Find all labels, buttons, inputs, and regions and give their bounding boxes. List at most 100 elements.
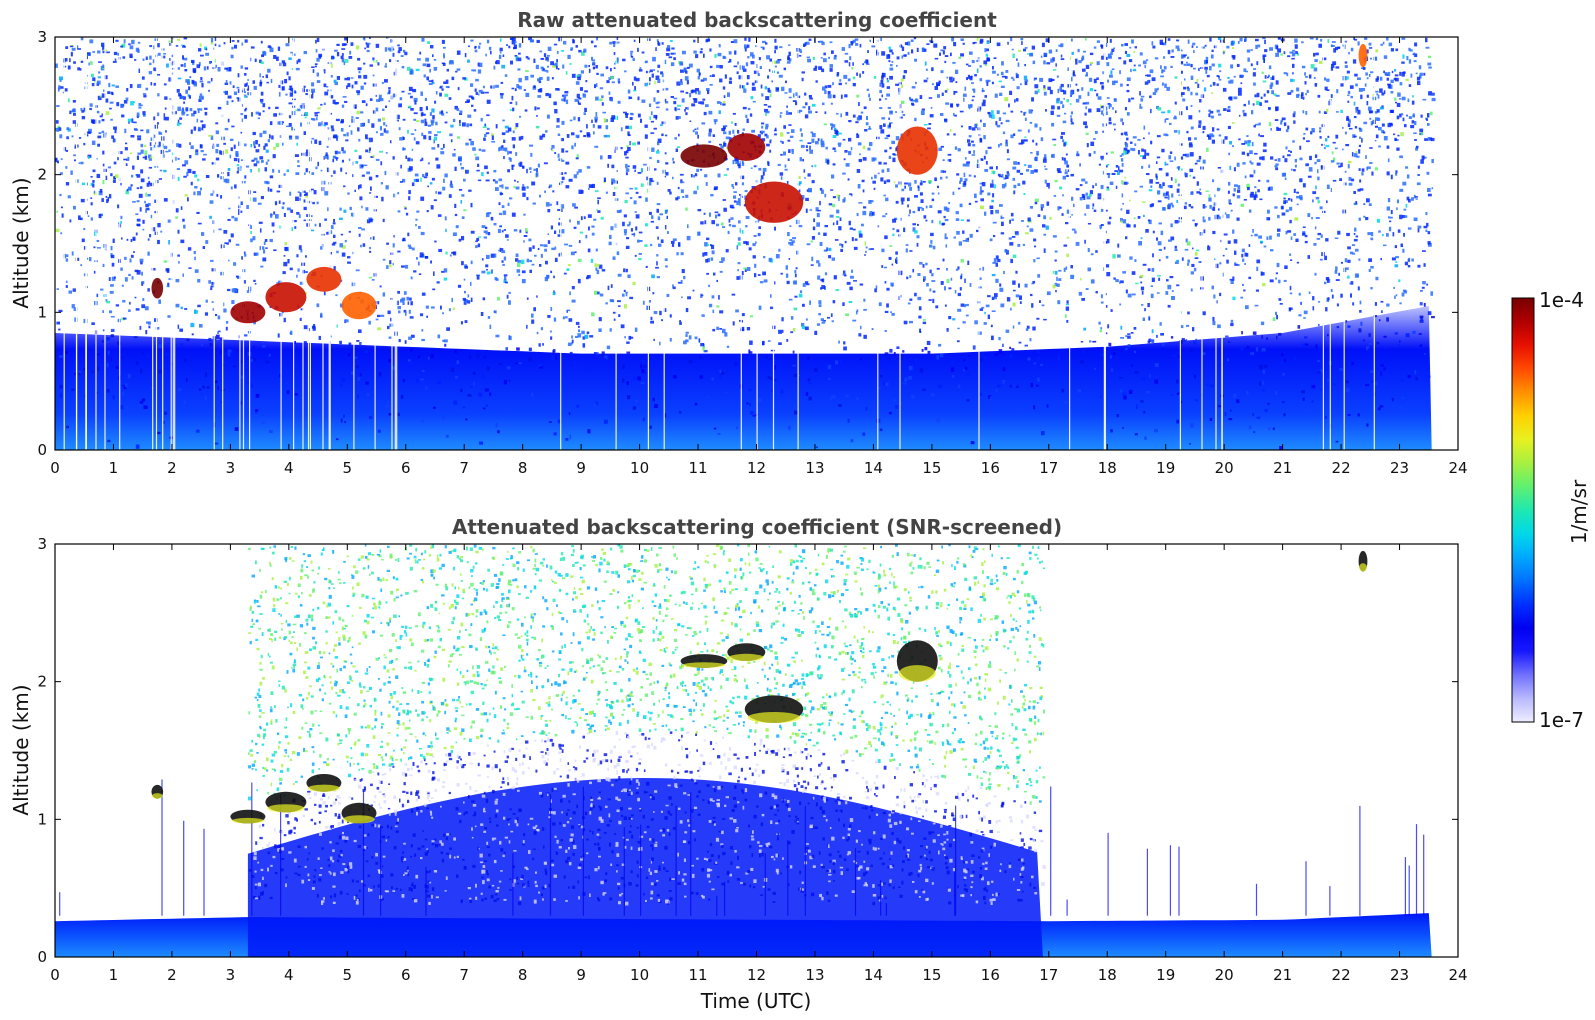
noise-pixel	[518, 77, 522, 83]
noise-pixel	[1122, 427, 1124, 429]
noise-pixel	[55, 120, 59, 124]
noise-pixel	[157, 52, 161, 56]
noise-pixel	[1416, 182, 1421, 186]
noise-pixel	[1229, 96, 1233, 101]
noise-pixel	[1261, 156, 1265, 161]
noise-pixel	[1415, 147, 1419, 151]
noise-pixel	[655, 226, 659, 229]
noise-pixel	[811, 133, 816, 138]
noise-pixel	[110, 316, 115, 318]
noise-pixel	[175, 279, 180, 283]
noise-pixel	[416, 257, 418, 260]
noise-pixel	[199, 80, 204, 83]
noise-pixel	[697, 185, 699, 190]
noise-pixel	[493, 65, 496, 70]
noise-pixel	[1383, 136, 1388, 141]
noise-pixel	[307, 200, 312, 204]
noise-pixel	[256, 160, 260, 164]
noise-pixel	[271, 135, 274, 140]
noise-pixel	[90, 119, 95, 124]
noise-pixel	[979, 65, 982, 68]
noise-pixel	[228, 67, 232, 72]
noise-pixel	[520, 259, 525, 265]
noise-pixel	[940, 176, 943, 180]
noise-pixel	[651, 274, 655, 279]
noise-pixel	[1066, 320, 1069, 323]
noise-pixel	[265, 161, 268, 165]
noise-pixel	[1230, 319, 1234, 323]
noise-pixel	[463, 178, 466, 182]
noise-pixel	[808, 382, 812, 385]
noise-pixel	[1326, 89, 1330, 91]
noise-pixel	[725, 125, 728, 128]
noise-pixel	[944, 304, 947, 307]
noise-pixel	[180, 239, 185, 244]
noise-pixel	[1096, 93, 1099, 97]
noise-pixel	[583, 216, 586, 220]
noise-pixel	[1387, 158, 1390, 163]
noise-pixel	[553, 43, 558, 46]
noise-pixel	[295, 109, 298, 112]
noise-pixel	[1331, 45, 1335, 47]
noise-pixel	[1368, 342, 1373, 345]
noise-pixel	[360, 85, 364, 90]
noise-pixel	[767, 87, 770, 93]
noise-pixel	[909, 275, 912, 278]
noise-pixel	[1140, 400, 1144, 403]
noise-pixel	[881, 83, 885, 88]
noise-pixel	[1093, 46, 1097, 49]
noise-pixel	[203, 66, 207, 71]
noise-pixel	[889, 245, 893, 247]
noise-pixel	[793, 307, 797, 311]
noise-pixel	[856, 169, 861, 173]
noise-pixel	[441, 88, 444, 91]
noise-pixel	[1243, 103, 1246, 107]
noise-pixel	[1285, 209, 1289, 213]
noise-pixel	[311, 82, 315, 87]
noise-pixel	[335, 157, 339, 159]
noise-pixel	[1325, 138, 1328, 142]
noise-pixel	[418, 261, 420, 266]
noise-pixel	[1236, 63, 1240, 67]
noise-pixel	[1139, 103, 1142, 107]
noise-pixel	[575, 335, 579, 338]
noise-pixel	[788, 58, 792, 62]
noise-pixel	[1418, 65, 1422, 70]
noise-pixel	[769, 58, 772, 62]
noise-pixel	[1152, 230, 1155, 234]
noise-pixel	[886, 93, 890, 97]
noise-pixel	[485, 264, 489, 268]
noise-pixel	[340, 383, 343, 387]
noise-pixel	[852, 114, 856, 118]
noise-pixel	[231, 40, 235, 42]
noise-pixel	[130, 101, 134, 106]
noise-pixel	[1243, 112, 1247, 117]
noise-pixel	[770, 349, 775, 352]
noise-pixel	[255, 409, 259, 412]
noise-pixel	[1334, 237, 1339, 239]
noise-pixel	[748, 247, 752, 251]
noise-pixel	[1079, 163, 1081, 167]
noise-pixel	[358, 138, 361, 142]
noise-pixel	[511, 164, 515, 167]
noise-pixel	[466, 99, 470, 103]
noise-pixel	[577, 333, 582, 338]
noise-pixel	[831, 395, 836, 399]
noise-pixel	[1262, 283, 1266, 287]
noise-pixel	[954, 114, 957, 117]
noise-pixel	[963, 172, 966, 177]
noise-pixel	[868, 125, 871, 130]
noise-pixel	[1301, 92, 1304, 97]
noise-pixel	[311, 172, 315, 175]
noise-pixel	[617, 300, 621, 303]
noise-pixel	[1141, 304, 1144, 306]
noise-pixel	[60, 206, 63, 209]
noise-pixel	[132, 165, 135, 170]
noise-pixel	[131, 276, 134, 280]
noise-pixel	[490, 216, 494, 221]
noise-pixel	[257, 202, 262, 205]
noise-pixel	[1180, 70, 1183, 74]
noise-pixel	[943, 46, 947, 50]
noise-pixel	[987, 79, 991, 82]
noise-pixel	[277, 333, 280, 338]
